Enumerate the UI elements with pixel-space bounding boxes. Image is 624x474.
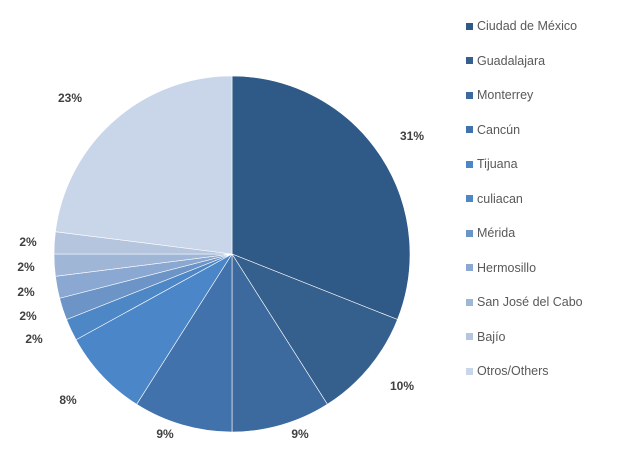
- legend-item: Hermosillo: [466, 251, 583, 286]
- legend-item: San José del Cabo: [466, 285, 583, 320]
- legend-swatch: [466, 229, 473, 237]
- legend-label: Cancún: [477, 122, 521, 137]
- slice-percent-label: 8%: [59, 393, 77, 407]
- legend-swatch: [466, 126, 473, 134]
- legend-label: Tijuana: [477, 157, 518, 172]
- legend-label: Guadalajara: [477, 53, 546, 68]
- legend-item: Cancún: [466, 113, 583, 148]
- legend-swatch: [466, 160, 473, 168]
- legend: Ciudad de México Guadalajara Monterrey Canc…: [466, 9, 583, 389]
- legend-label: Mérida: [477, 226, 516, 241]
- slice-percent-label: 9%: [291, 427, 309, 441]
- slice-percent-label: 2%: [25, 332, 43, 346]
- slice-percent-label: 31%: [400, 129, 424, 143]
- pie-slice-2: [231, 252, 328, 433]
- slice-percent-label: 2%: [19, 235, 37, 249]
- legend-label: Ciudad de México: [477, 19, 578, 34]
- legend-swatch: [466, 195, 473, 203]
- pie-slice-1: [231, 253, 398, 405]
- legend-swatch: [466, 264, 473, 272]
- slice-percent-label: 2%: [17, 260, 35, 274]
- legend-item: Bajío: [466, 320, 583, 355]
- legend-label: Hermosillo: [477, 260, 537, 275]
- legend-swatch: [466, 91, 473, 99]
- legend-label: Bajío: [477, 329, 506, 344]
- slice-percent-label: 23%: [58, 91, 82, 105]
- legend-label: Otros/Others: [477, 364, 549, 379]
- legend-swatch: [466, 57, 473, 65]
- legend-swatch: [466, 333, 473, 341]
- legend-item: Tijuana: [466, 147, 583, 182]
- legend-item: Ciudad de México: [466, 9, 583, 44]
- legend-swatch: [466, 22, 473, 30]
- legend-swatch: [466, 298, 473, 306]
- legend-swatch: [466, 367, 473, 375]
- legend-item: Otros/Others: [466, 354, 583, 389]
- slice-percent-label: 10%: [390, 379, 414, 393]
- pie-slice-4: [75, 253, 233, 405]
- legend-label: San José del Cabo: [477, 295, 583, 310]
- legend-item: Monterrey: [466, 78, 583, 113]
- pie-slice-0: [231, 75, 411, 320]
- legend-label: Monterrey: [477, 88, 534, 103]
- slice-percent-label: 2%: [17, 285, 35, 299]
- pie-slice-3: [136, 252, 233, 433]
- slice-percent-label: 2%: [19, 309, 37, 323]
- legend-item: culiacan: [466, 182, 583, 217]
- legend-item: Mérida: [466, 216, 583, 251]
- slice-percent-label: 9%: [156, 427, 174, 441]
- legend-label: culiacan: [477, 191, 523, 206]
- legend-item: Guadalajara: [466, 44, 583, 79]
- pie-slice-10: [55, 75, 233, 255]
